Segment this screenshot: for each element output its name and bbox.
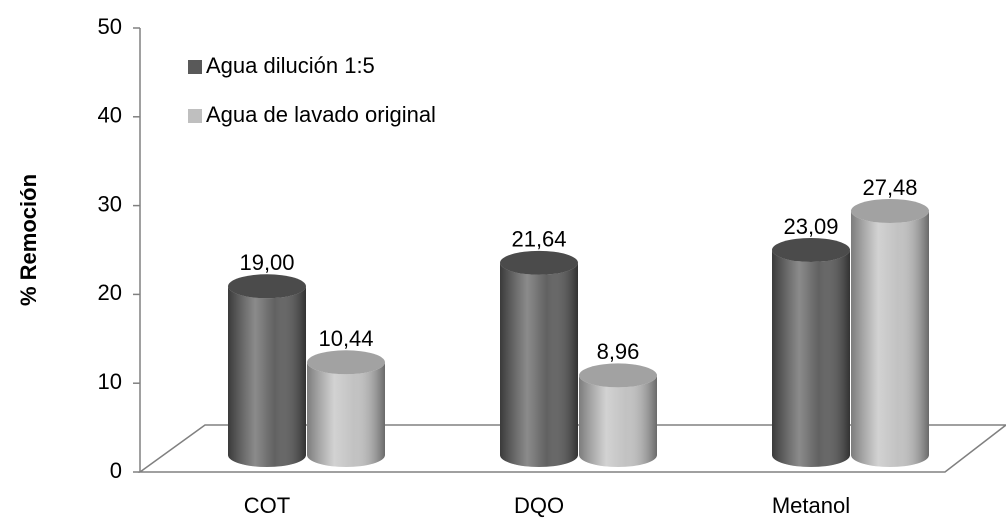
bar-top-shade [500,250,578,275]
bar-shade [772,249,850,467]
data-label: 21,64 [511,227,566,252]
data-label: 10,44 [318,326,373,351]
bar-top-shade [579,363,657,388]
data-label: 27,48 [862,175,917,200]
bar-top-shade [307,350,385,375]
y-tick-label: 50 [98,14,122,39]
x-tick-label: COT [244,493,290,518]
y-tick-label: 40 [98,103,122,128]
legend-swatch [188,109,202,123]
bar-top-shade [851,198,929,223]
legend-swatch [188,60,202,74]
bar-top [307,350,385,375]
y-axis-title: % Remoción [16,174,41,306]
legend-label: Agua dilución 1:5 [206,53,375,78]
bar-top [228,274,306,299]
y-tick-label: 20 [98,280,122,305]
bar-shade [228,286,306,467]
bar-top-shade [772,237,850,262]
x-tick-label: Metanol [772,493,850,518]
bar-shade [851,210,929,467]
data-label: 8,96 [597,339,640,364]
bar-top [579,363,657,388]
data-label: 23,09 [783,214,838,239]
bar-top [772,237,850,262]
legend-label: Agua de lavado original [206,102,436,127]
bar-top [500,250,578,275]
x-tick-label: DQO [514,493,564,518]
bar-top-shade [228,274,306,299]
y-tick-label: 30 [98,191,122,216]
y-tick-label: 0 [110,458,122,483]
bar-shade [307,362,385,467]
bar-shade [500,262,578,467]
data-label: 19,00 [239,250,294,275]
bar-shade [579,375,657,467]
y-tick-label: 10 [98,369,122,394]
bar-top [851,198,929,223]
